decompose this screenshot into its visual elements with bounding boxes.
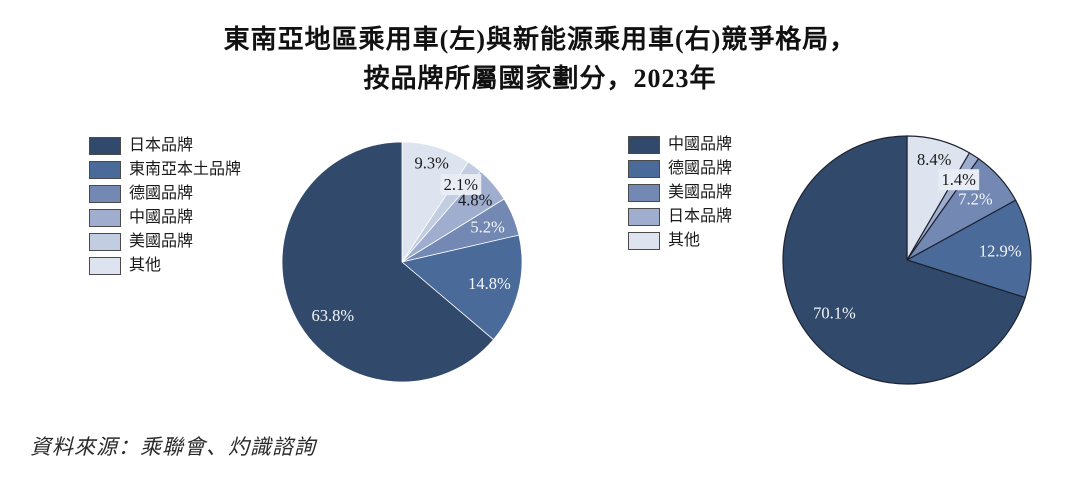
- pie-slice: [281, 141, 494, 383]
- slice-label: 7.2%: [958, 189, 993, 208]
- slice-label: 2.1%: [444, 175, 479, 194]
- legend-passenger-vehicles: 日本品牌東南亞本土品牌 德國品牌中國品牌美國品牌其他: [89, 136, 242, 281]
- legend-label: 東南亞本土品牌: [129, 161, 242, 178]
- source-note: 資料來源：乘聯會、灼識諮詢: [30, 435, 316, 459]
- slice-label: 4.8%: [458, 190, 493, 209]
- slice-label: 9.3%: [415, 154, 450, 173]
- legend-swatch: [628, 207, 660, 226]
- legend-item: 中國品牌: [89, 208, 241, 227]
- legend-item: 中國品牌: [628, 135, 733, 154]
- legend-swatch: [89, 184, 121, 203]
- legend-item: 美國品牌: [628, 183, 733, 202]
- slice-label-box: [938, 169, 980, 191]
- legend-label: 日本品牌: [129, 137, 194, 154]
- legend-nev: 中國品牌德國品牌美國品牌日本品牌其他: [628, 135, 733, 256]
- legend-swatch: [89, 256, 121, 275]
- legend-label: 德國品牌: [129, 185, 194, 202]
- legend-item: 東南亞本土品牌: [89, 160, 242, 179]
- pie-slice: [401, 234, 523, 341]
- slice-label: 1.4%: [942, 170, 977, 189]
- slice-label: 70.1%: [813, 304, 856, 323]
- slice-label: 5.2%: [470, 217, 505, 236]
- pie-chart-passenger-vehicles: 9.3% 2.1%4.8% 5.2% 14.8% 63.8%: [281, 141, 523, 383]
- legend-item: 德國品牌: [89, 184, 241, 203]
- slice-label: 14.8%: [468, 274, 511, 293]
- legend-label: 中國品牌: [668, 136, 733, 153]
- slice-label: 12.9%: [979, 241, 1022, 260]
- legend-label: 中國品牌: [129, 209, 194, 226]
- legend-swatch: [89, 232, 121, 251]
- pie-slice: [782, 135, 1026, 385]
- pie-slice: [906, 199, 1032, 299]
- legend-item: 德國品牌: [628, 159, 733, 178]
- legend-swatch: [628, 231, 660, 250]
- slice-label: 8.4%: [917, 150, 952, 169]
- slice-label-box: [440, 174, 482, 196]
- chart-title-line-1: 東南亞地區乘用車(左)與新能源乘用車(右)競爭格局，: [223, 25, 857, 54]
- legend-label: 美國品牌: [668, 184, 733, 201]
- legend-label: 其他: [668, 232, 701, 249]
- legend-swatch: [628, 183, 660, 202]
- legend-swatch: [628, 135, 660, 154]
- legend-label: 日本品牌: [668, 208, 733, 225]
- legend-label: 美國品牌: [129, 233, 194, 250]
- legend-item: 美國品牌: [89, 232, 241, 251]
- legend-item: 日本品牌: [628, 207, 733, 226]
- chart-title-line-2: 按品牌所屬國家劃分，2023年: [363, 64, 717, 93]
- pie-chart-nev: 8.4%1.4%7.2% 12.9% 70.1%: [782, 135, 1032, 385]
- legend-label: 其他: [129, 257, 162, 274]
- slice-label: 63.8%: [311, 306, 354, 325]
- legend-item: 其他: [89, 256, 241, 275]
- legend-swatch: [89, 136, 121, 155]
- legend-swatch: [89, 208, 121, 227]
- legend-swatch: [628, 159, 660, 178]
- legend-item: 其他: [628, 231, 732, 250]
- legend-swatch: [89, 160, 121, 179]
- chart-title: 東南亞地區乘用車(左)與新能源乘用車(右)競爭格局， 按品牌所屬國家劃分，202…: [0, 20, 1080, 98]
- legend-item: 日本品牌: [89, 136, 241, 155]
- legend-label: 德國品牌: [668, 160, 733, 177]
